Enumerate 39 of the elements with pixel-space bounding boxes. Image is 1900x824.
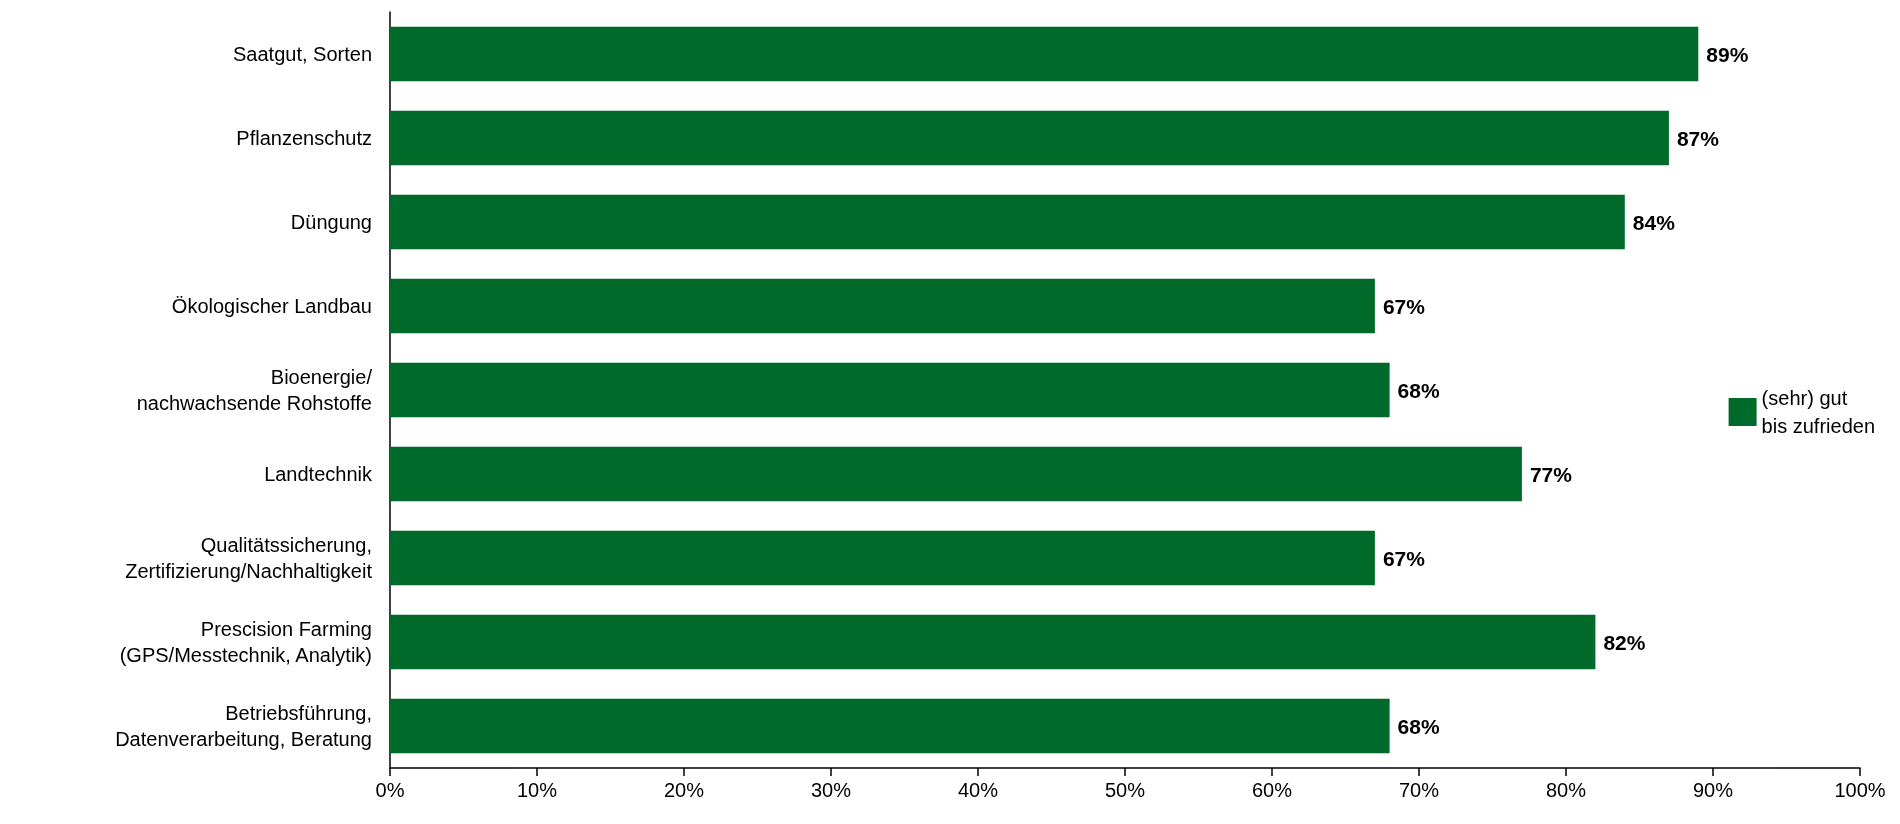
x-tick-label: 60% [1251,779,1293,801]
bar [390,446,1522,502]
bar [390,362,1390,418]
data-label: 67% [1382,294,1426,318]
y-tick-label: Prescision Farming (GPS/Messtechnik, Analytik) [119,618,372,666]
bar [390,698,1390,754]
y-tick-label: Pflanzenschutz [236,127,372,149]
bar [390,278,1375,334]
bar [390,110,1669,166]
data-label: 89% [1706,42,1749,66]
data-label: 77% [1529,462,1573,486]
x-tick-label: 50% [1104,779,1146,801]
data-label: 67% [1382,546,1426,570]
data-label: 87% [1676,126,1720,150]
legend-label: (sehr) gut bis zufrieden [1761,387,1876,437]
x-tick-label: 20% [663,779,705,801]
y-tick-label: Bioenergie/ nachwachsende Rohstoffe [136,366,373,414]
y-tick-label: Düngung [290,211,372,233]
data-label: 82% [1603,630,1646,654]
y-tick-label: Landtechnik [264,463,373,485]
y-tick-label: Betriebsführung, Datenverarbeitung, Beratung [115,702,372,750]
x-tick-label: 70% [1398,779,1440,801]
x-tick-label: 30% [810,779,852,801]
x-tick-label: 40% [957,779,999,801]
bar [390,614,1596,670]
x-tick-label: 90% [1692,779,1734,801]
bar [390,26,1699,82]
data-label: 68% [1397,378,1440,402]
y-tick-label: Qualitätssicherung, Zertifizierung/Nachhaltigkeit [125,534,373,582]
bar [390,194,1625,250]
x-tick-label: 0% [375,779,405,801]
x-tick-label: 10% [516,779,558,801]
data-label: 68% [1397,714,1440,738]
y-tick-label: Ökologischer Landbau [171,295,372,317]
data-label: 84% [1632,210,1676,234]
bar [390,530,1375,586]
y-tick-label: Saatgut, Sorten [233,43,372,65]
x-tick-label: 80% [1545,779,1587,801]
x-tick-label: 100% [1834,779,1886,801]
